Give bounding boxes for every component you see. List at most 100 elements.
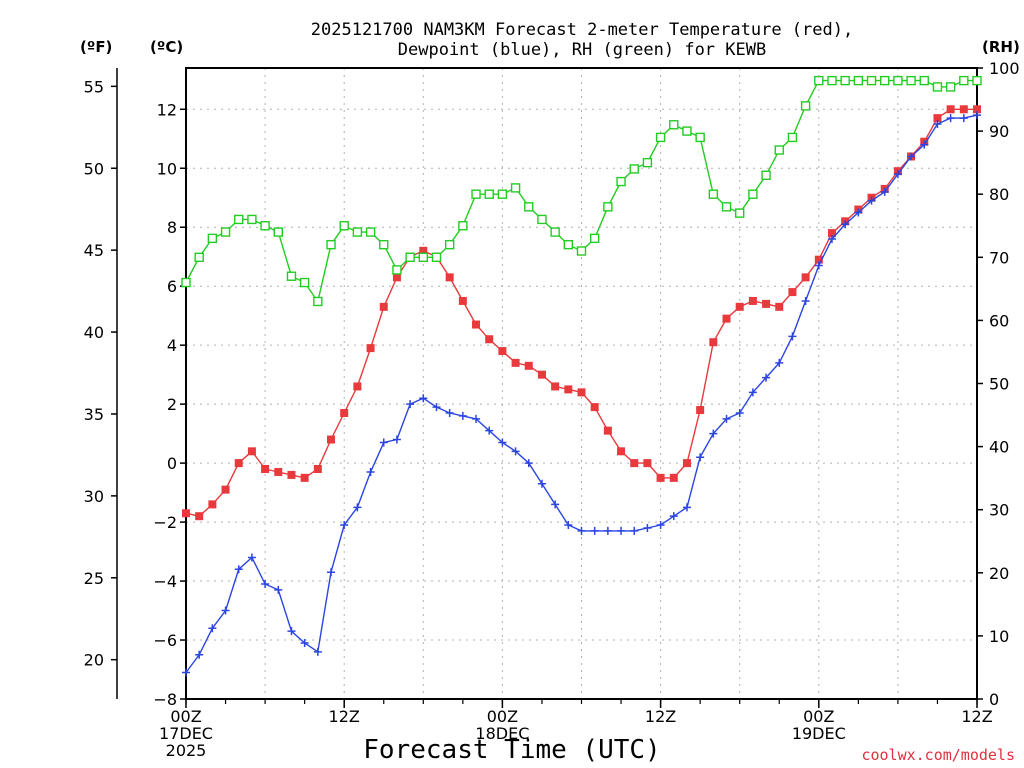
rh-point <box>827 75 837 86</box>
chart-title-line2: Dewpoint (blue), RH (green) for KEWB <box>398 40 766 60</box>
temperature-point <box>379 302 388 311</box>
dewpoint-point <box>458 411 467 420</box>
temperature-point <box>327 435 336 444</box>
celsius-tick-label: 6 <box>167 277 177 296</box>
dewpoint-point <box>696 453 705 462</box>
dewpoint-point <box>617 526 626 535</box>
temperature-point <box>287 470 296 479</box>
temperature-point <box>511 358 520 367</box>
fahrenheit-tick-label: 35 <box>84 405 104 424</box>
fahrenheit-tick-label: 40 <box>84 323 104 342</box>
rh-point <box>642 157 653 168</box>
rh-point <box>629 164 639 174</box>
rh-line <box>185 79 977 304</box>
rh-tick-label: 50 <box>989 375 1009 394</box>
rh-point <box>972 75 982 86</box>
x-tick-label: 12Z <box>645 707 676 726</box>
rh-point <box>524 202 534 212</box>
rh-tick-label: 60 <box>989 311 1009 330</box>
dewpoint-point <box>300 638 309 647</box>
rh-point <box>273 227 283 237</box>
dewpoint-point <box>762 373 771 382</box>
temperature-point <box>274 467 283 476</box>
dewpoint-point <box>287 627 296 636</box>
temperature-point <box>353 382 362 391</box>
temperature-point <box>195 512 204 521</box>
temperature-point <box>182 509 190 518</box>
temperature-point <box>748 296 757 305</box>
rh-point <box>444 239 455 250</box>
temperature-point <box>735 302 744 311</box>
fahrenheit-tick-label: 50 <box>84 159 104 178</box>
rh-point <box>735 208 745 218</box>
celsius-tick-label: 2 <box>167 395 177 414</box>
rh-tick-label: 80 <box>989 185 1009 204</box>
rh-point <box>497 189 508 199</box>
dewpoint-point <box>340 521 349 530</box>
rh-point <box>866 75 877 86</box>
rh-point <box>880 75 890 86</box>
celsius-tick-label: −8 <box>153 690 177 709</box>
temperature-point <box>709 338 718 347</box>
x-tick-label: 00Z <box>170 707 201 726</box>
rh-point <box>761 170 771 180</box>
dewpoint-point <box>445 408 454 417</box>
fahrenheit-tick-label: 30 <box>84 487 104 506</box>
x-axis-title: Forecast Time (UTC) <box>363 735 660 765</box>
celsius-tick-label: 12 <box>157 100 177 119</box>
rh-point <box>484 189 494 199</box>
dewpoint-point <box>814 261 823 270</box>
rh-point <box>405 252 415 263</box>
temperature-point <box>366 344 375 353</box>
celsius-unit-label: (ºC) <box>150 38 183 56</box>
rh-point <box>814 75 824 86</box>
celsius-tick-label: 8 <box>167 218 177 237</box>
rh-point <box>655 132 666 143</box>
temperature-point <box>973 105 981 114</box>
dewpoint-point <box>472 414 481 423</box>
rh-tick-label: 20 <box>989 564 1009 583</box>
rh-tick-label: 90 <box>989 122 1009 141</box>
temperature-point <box>814 255 823 264</box>
temperature-point <box>564 385 573 394</box>
rh-point <box>471 189 481 199</box>
dewpoint-point <box>261 580 270 589</box>
rh-point <box>959 75 969 86</box>
temperature-point <box>617 447 626 456</box>
temperature-point <box>208 500 217 509</box>
dewpoint-point <box>854 208 863 217</box>
x-tick-label: 2025 <box>166 741 207 760</box>
rh-point <box>431 252 442 263</box>
dewpoint-point <box>274 585 283 594</box>
dewpoint-point <box>524 459 533 468</box>
temperature-point <box>933 114 942 123</box>
dewpoint-point <box>182 668 190 677</box>
dewpoint-point <box>590 526 599 535</box>
temperature-line <box>185 108 977 517</box>
rh-point <box>932 82 943 92</box>
rh-point <box>260 221 270 231</box>
rh-point <box>682 126 692 136</box>
temperature-point <box>498 347 507 356</box>
rh-point <box>286 271 297 281</box>
x-tick-label: 19DEC <box>792 724 846 743</box>
rh-point <box>418 252 428 263</box>
rh-point <box>181 277 191 288</box>
fahrenheit-tick-label: 45 <box>84 241 104 260</box>
rh-tick-label: 40 <box>989 438 1009 457</box>
dewpoint-point <box>419 394 428 403</box>
temperature-point <box>234 459 243 468</box>
temperature-point <box>221 485 230 494</box>
dewpoint-point <box>511 447 520 456</box>
rh-point <box>603 202 613 212</box>
credit-text: coolwx.com/models <box>861 746 1015 764</box>
dewpoint-point <box>959 114 968 123</box>
rh-tick-label: 30 <box>989 501 1009 520</box>
temperature-point <box>392 273 401 282</box>
temperature-point <box>419 246 428 255</box>
rh-point <box>234 214 244 225</box>
celsius-tick-label: −4 <box>153 572 177 591</box>
temperature-point <box>247 447 256 456</box>
temperature-point <box>946 105 955 114</box>
dewpoint-point <box>498 438 507 447</box>
